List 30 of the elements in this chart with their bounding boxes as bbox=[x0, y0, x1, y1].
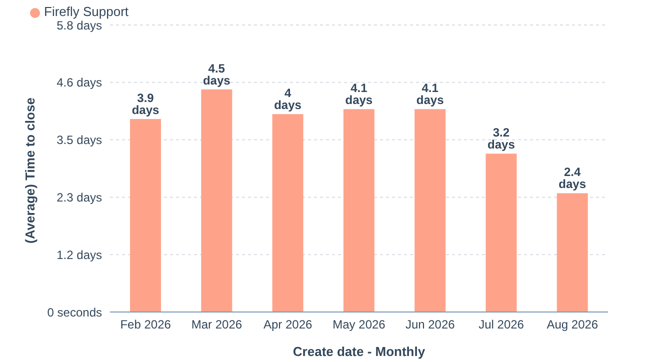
y-tick-label: 4.6 days bbox=[56, 76, 102, 90]
x-tick-label: Feb 2026 bbox=[120, 318, 172, 332]
x-tick-label: May 2026 bbox=[332, 318, 386, 332]
y-tick-label: 2.3 days bbox=[56, 190, 102, 204]
bar bbox=[414, 109, 446, 312]
bar bbox=[201, 89, 232, 312]
data-label: 3.9 days bbox=[132, 91, 160, 118]
x-tick-label: Mar 2026 bbox=[191, 318, 242, 332]
bar bbox=[343, 109, 374, 312]
data-label: 4.1 days bbox=[345, 81, 373, 108]
y-tick-label: 5.8 days bbox=[56, 18, 102, 32]
y-axis-title: (Average) Time to close bbox=[22, 98, 38, 244]
x-tick-label: Aug 2026 bbox=[546, 318, 598, 332]
data-label: 4.1 days bbox=[416, 81, 444, 108]
bar bbox=[130, 119, 161, 312]
data-label: 4.5 days bbox=[202, 61, 231, 88]
x-tick-label: Jul 2026 bbox=[478, 318, 524, 332]
x-axis-title: Create date - Monthly bbox=[292, 344, 426, 359]
legend-label: Firefly Support bbox=[44, 4, 129, 19]
y-tick-label: 3.5 days bbox=[56, 133, 102, 148]
bar bbox=[556, 193, 588, 312]
data-label: 2.4 days bbox=[558, 165, 586, 192]
data-label: 4 days bbox=[274, 86, 302, 112]
data-label: 3.2 days bbox=[488, 126, 516, 152]
bar bbox=[486, 154, 517, 312]
y-tick-label: 1.2 days bbox=[56, 248, 102, 262]
x-tick-label: Jun 2026 bbox=[405, 318, 456, 332]
x-tick-label: Apr 2026 bbox=[264, 318, 313, 332]
bar bbox=[272, 114, 304, 312]
y-tick-label: 0 seconds bbox=[47, 305, 102, 320]
